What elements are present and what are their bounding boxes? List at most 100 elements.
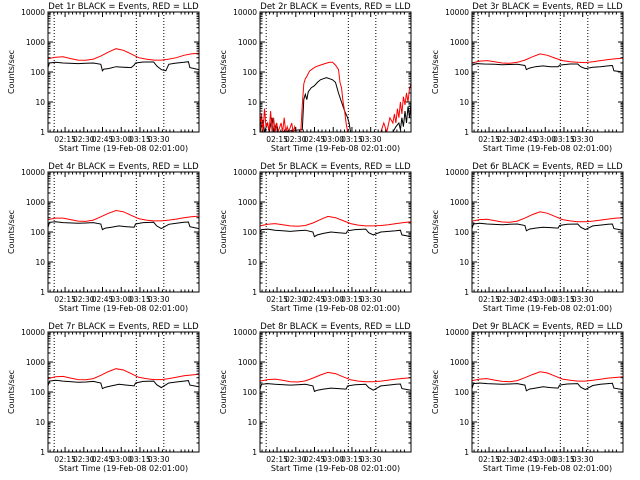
y-tick-label: 10000	[21, 328, 45, 337]
x-tick-label: 02:45	[92, 455, 114, 464]
y-tick-label: 10	[459, 418, 469, 427]
x-tick-label: 02:45	[516, 135, 538, 144]
series-events-line	[260, 228, 411, 238]
y-tick-label: 10	[247, 98, 257, 107]
x-axis-label: Start Time (19-Feb-08 02:01:00)	[483, 304, 612, 313]
panel-title: Det 4r BLACK = Events, RED = LLD	[48, 162, 199, 172]
series-events-line	[48, 221, 199, 231]
x-tick-label: 03:30	[360, 135, 382, 144]
y-tick-label: 1	[464, 448, 469, 457]
x-axis-label: Start Time (19-Feb-08 02:01:00)	[59, 304, 188, 313]
x-tick-label: 02:45	[516, 455, 538, 464]
x-tick-label: 03:30	[572, 455, 594, 464]
x-tick-label: 03:15	[341, 455, 363, 464]
x-tick-label: 02:45	[304, 135, 326, 144]
x-tick-label: 02:45	[92, 135, 114, 144]
series-lld-line	[260, 61, 411, 132]
y-tick-label: 10	[459, 98, 469, 107]
x-tick-label: 03:15	[341, 135, 363, 144]
x-tick-label: 02:45	[92, 295, 114, 304]
x-tick-label: 03:00	[322, 135, 344, 144]
y-tick-label: 100	[243, 68, 258, 77]
y-tick-label: 1000	[450, 198, 469, 207]
plot-frame	[471, 171, 624, 293]
panel-det-5r: Det 5r BLACK = Events, RED = LLD 1 10 100 10…	[219, 162, 412, 313]
x-tick-label: 02:15	[478, 455, 500, 464]
y-tick-label: 1000	[26, 358, 45, 367]
plot-frame	[471, 331, 624, 453]
x-tick-label: 03:30	[360, 455, 382, 464]
y-axis-label: Counts/sec	[7, 50, 16, 94]
panel-title: Det 1r BLACK = Events, RED = LLD	[48, 2, 199, 12]
x-tick-label: 03:00	[534, 135, 556, 144]
x-tick-label: 02:30	[285, 455, 307, 464]
series-events-line	[260, 383, 411, 393]
y-tick-label: 1	[252, 128, 257, 137]
panel-title: Det 2r BLACK = Events, RED = LLD	[260, 2, 411, 12]
y-tick-label: 1	[252, 288, 257, 297]
panel-det-7r: Det 7r BLACK = Events, RED = LLD 1 10 100 10…	[7, 322, 200, 473]
x-tick-label: 03:15	[341, 295, 363, 304]
x-tick-label: 02:45	[516, 295, 538, 304]
x-tick-label: 02:15	[478, 135, 500, 144]
panel-det-1r: Det 1r BLACK = Events, RED = LLD 1 10 100 10…	[7, 2, 200, 153]
series-lld-line	[472, 53, 623, 64]
panel-title: Det 3r BLACK = Events, RED = LLD	[472, 2, 623, 12]
y-tick-label: 10000	[233, 328, 257, 337]
y-tick-label: 10000	[233, 8, 257, 17]
series-events-line	[472, 222, 623, 232]
x-tick-label: 02:15	[266, 455, 288, 464]
x-axis-label: Start Time (19-Feb-08 02:01:00)	[483, 464, 612, 473]
x-axis-label: Start Time (19-Feb-08 02:01:00)	[271, 464, 400, 473]
x-tick-label: 03:15	[553, 295, 575, 304]
x-tick-label: 03:15	[553, 135, 575, 144]
y-tick-label: 1000	[450, 38, 469, 47]
y-tick-label: 10000	[445, 328, 469, 337]
x-tick-label: 02:45	[304, 295, 326, 304]
x-tick-label: 03:15	[553, 455, 575, 464]
panel-title: Det 9r BLACK = Events, RED = LLD	[472, 322, 623, 332]
y-tick-label: 100	[31, 388, 46, 397]
y-tick-label: 10000	[21, 168, 45, 177]
y-axis-label: Counts/sec	[431, 50, 440, 94]
x-tick-label: 02:30	[73, 455, 95, 464]
y-tick-label: 1	[252, 448, 257, 457]
panel-det-3r: Det 3r BLACK = Events, RED = LLD 1 10 100 10…	[431, 2, 624, 153]
x-tick-label: 02:30	[285, 135, 307, 144]
y-tick-label: 10	[459, 258, 469, 267]
y-tick-label: 10	[35, 258, 45, 267]
y-axis-label: Counts/sec	[219, 210, 228, 254]
series-lld-line	[260, 371, 411, 383]
panel-det-4r: Det 4r BLACK = Events, RED = LLD 1 10 100 10…	[7, 162, 200, 313]
y-tick-label: 1000	[238, 198, 257, 207]
series-lld-line	[48, 368, 199, 381]
y-tick-label: 10	[35, 418, 45, 427]
y-tick-label: 1000	[26, 38, 45, 47]
x-axis-label: Start Time (19-Feb-08 02:01:00)	[271, 144, 400, 153]
x-tick-label: 03:30	[148, 295, 170, 304]
x-tick-label: 03:00	[322, 455, 344, 464]
panel-title: Det 8r BLACK = Events, RED = LLD	[260, 322, 411, 332]
series-lld-line	[48, 48, 199, 61]
y-tick-label: 1	[464, 288, 469, 297]
x-tick-label: 02:45	[304, 455, 326, 464]
y-tick-label: 10000	[445, 168, 469, 177]
plot-frame	[47, 11, 200, 133]
x-tick-label: 03:15	[129, 295, 151, 304]
y-tick-label: 1	[40, 128, 45, 137]
y-tick-label: 10000	[233, 168, 257, 177]
y-tick-label: 1000	[238, 38, 257, 47]
x-tick-label: 02:15	[54, 135, 76, 144]
x-tick-label: 03:15	[129, 455, 151, 464]
y-axis-label: Counts/sec	[7, 370, 16, 414]
x-tick-label: 02:15	[266, 295, 288, 304]
x-tick-label: 03:30	[360, 295, 382, 304]
x-axis-label: Start Time (19-Feb-08 02:01:00)	[59, 144, 188, 153]
plot-frame	[47, 171, 200, 293]
x-tick-label: 02:30	[497, 295, 519, 304]
x-tick-label: 02:30	[497, 455, 519, 464]
y-tick-label: 100	[455, 388, 470, 397]
y-tick-label: 10000	[21, 8, 45, 17]
y-tick-label: 10000	[445, 8, 469, 17]
